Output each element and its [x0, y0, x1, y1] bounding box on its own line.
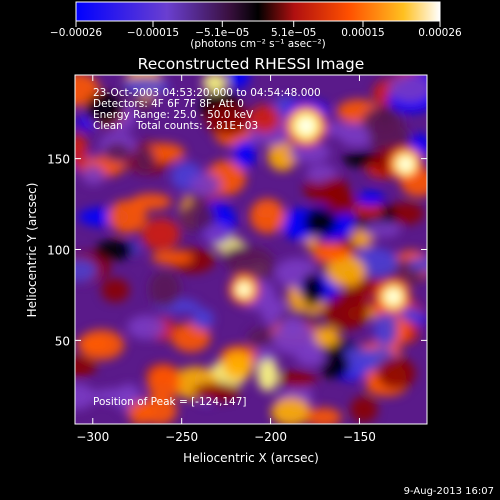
x-tick-label: −250: [165, 430, 198, 444]
colorbar-tick-labels: −0.00026 −0.00015 −5.1e−05 5.1e−05 0.00015 0.…: [50, 27, 462, 39]
info-line-detectors: Detectors: 4F 6F 7F 8F, Att 0: [93, 98, 244, 110]
info-line-energy-range: Energy Range: 25.0 - 50.0 keV: [93, 109, 254, 121]
peak-position-text: Position of Peak = [-124,147]: [93, 396, 247, 408]
colorbar-tick-label: −5.1e−05: [195, 27, 249, 39]
colorbar-tick-label: 0.00026: [418, 27, 462, 39]
colorbar-unit-label: (photons cm⁻² s⁻¹ asec⁻²): [190, 38, 325, 50]
heatmap-image: [75, 75, 427, 424]
chart-title: Reconstructed RHESSI Image: [138, 55, 365, 73]
colorbar-tick-label: −0.00026: [50, 27, 103, 39]
y-axis-label: Heliocentric Y (arcsec): [25, 183, 39, 318]
colorbar-tick-label: −0.00015: [127, 27, 179, 39]
x-tick-label: −150: [343, 430, 376, 444]
colorbar: [75, 1, 441, 22]
x-axis-ticks: [92, 75, 360, 424]
colorbar-tick-label: 5.1e−05: [271, 27, 316, 39]
info-line-time-range: 23-Oct-2003 04:53:20.000 to 04:54:48.000: [93, 87, 321, 99]
y-tick-label: 50: [55, 334, 70, 348]
footer-date: 9-Aug-2013 16:07: [403, 486, 494, 497]
colorbar-ticks: [75, 21, 441, 27]
info-line-clean-counts: Clean Total counts: 2.81E+03: [93, 120, 259, 132]
x-axis-tick-labels: −300 −250 −200 −150: [76, 430, 376, 444]
colorbar-tick-label: 0.00015: [341, 27, 384, 39]
y-axis-ticks: [75, 158, 427, 341]
y-axis-tick-labels: 50 100 150: [47, 153, 70, 349]
x-tick-label: −200: [254, 430, 287, 444]
x-axis-label: Heliocentric X (arcsec): [183, 451, 319, 465]
y-tick-label: 100: [47, 244, 70, 258]
x-tick-label: −300: [76, 430, 109, 444]
y-tick-label: 150: [47, 153, 70, 167]
